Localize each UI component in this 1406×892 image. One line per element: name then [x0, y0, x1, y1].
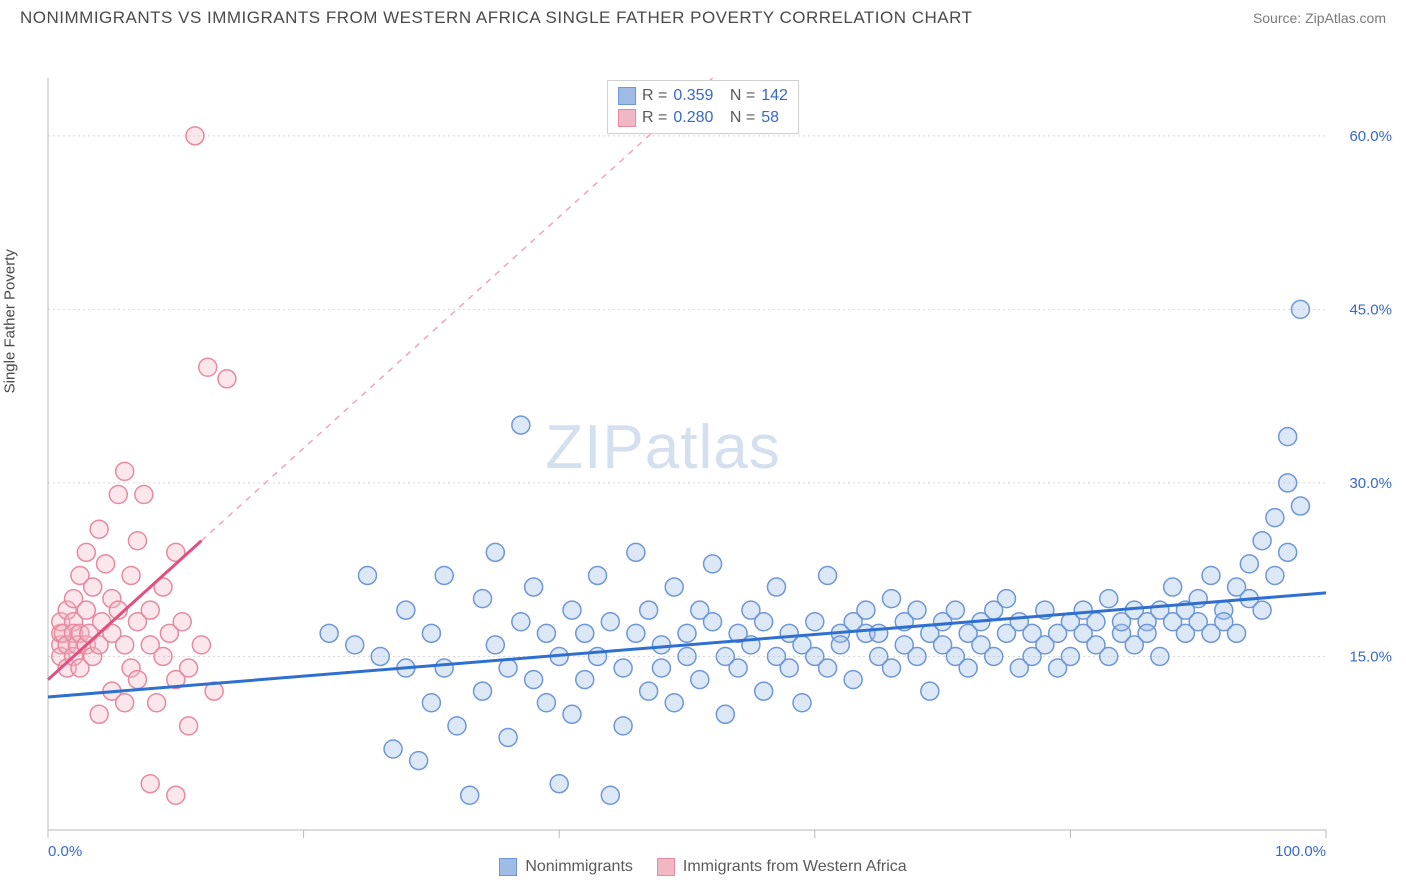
chart-title: NONIMMIGRANTS VS IMMIGRANTS FROM WESTERN… [20, 8, 972, 28]
svg-text:15.0%: 15.0% [1349, 648, 1392, 665]
chart-area: Single Father Poverty 15.0% 30.0% 45.0% 60.… [0, 32, 1406, 882]
swatch-blue [618, 87, 636, 105]
svg-text:45.0%: 45.0% [1349, 301, 1392, 318]
legend-item-immigrants: Immigrants from Western Africa [657, 858, 907, 876]
swatch-pink-icon [657, 858, 675, 876]
legend-label: Nonimmigrants [525, 858, 633, 876]
svg-text:30.0%: 30.0% [1349, 475, 1392, 492]
legend-item-nonimmigrants: Nonimmigrants [499, 858, 633, 876]
swatch-blue-icon [499, 858, 517, 876]
svg-text:60.0%: 60.0% [1349, 128, 1392, 145]
swatch-pink [618, 109, 636, 127]
y-axis-label: Single Father Poverty [2, 249, 19, 393]
stats-row-pink: R = 0.280 N = 58 [618, 107, 788, 129]
source-label: Source: ZipAtlas.com [1253, 10, 1386, 26]
legend-label: Immigrants from Western Africa [683, 858, 907, 876]
bottom-legend: Nonimmigrants Immigrants from Western Af… [0, 858, 1406, 876]
header: NONIMMIGRANTS VS IMMIGRANTS FROM WESTERN… [0, 0, 1406, 32]
stats-legend-box: R = 0.359 N = 142 R = 0.280 N = 58 [607, 80, 799, 134]
stats-row-blue: R = 0.359 N = 142 [618, 85, 788, 107]
scatter-chart: 15.0%30.0%45.0%60.0%0.0%100.0% [0, 32, 1406, 882]
